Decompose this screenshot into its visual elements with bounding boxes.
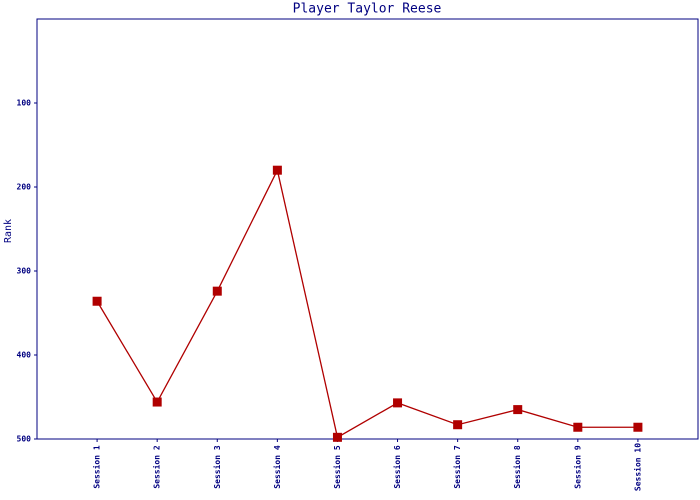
x-tick-label: Session 9 <box>572 445 582 489</box>
y-tick-label: 400 <box>17 351 32 360</box>
x-tick-label: Session 5 <box>332 445 342 489</box>
x-tick-label: Session 10 <box>632 443 642 491</box>
point-marker <box>453 420 463 430</box>
x-tick-label: Session 2 <box>152 445 162 489</box>
x-tick-label: Session 1 <box>92 445 102 489</box>
point-marker <box>332 432 342 442</box>
point-marker <box>573 422 583 432</box>
series-line <box>96 168 638 439</box>
y-tick-label: 100 <box>17 99 32 108</box>
x-tick-label: Session 4 <box>272 445 282 489</box>
x-tick-label: Session 6 <box>392 445 402 489</box>
y-axis-label: Rank <box>3 219 14 243</box>
point-marker <box>152 397 162 407</box>
point-marker <box>92 296 102 306</box>
x-tick-label: Session 8 <box>512 445 522 489</box>
point-marker <box>633 422 643 432</box>
point-marker <box>393 398 403 408</box>
chart-title: Player Taylor Reese <box>293 2 442 17</box>
plot-frame <box>36 18 699 440</box>
x-tick-label: Session 3 <box>212 445 222 489</box>
y-tick-label: 300 <box>17 267 32 276</box>
point-marker <box>272 165 282 175</box>
y-tick-label: 500 <box>17 435 32 444</box>
x-tick-label: Session 7 <box>452 445 462 489</box>
point-marker <box>212 286 222 296</box>
y-tick-label: 200 <box>17 183 32 192</box>
point-marker <box>513 405 523 415</box>
